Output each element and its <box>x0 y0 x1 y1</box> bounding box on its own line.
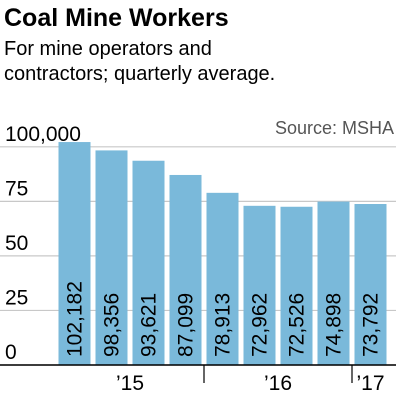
y-tick-label: 25 <box>5 286 28 309</box>
x-group-label: ’15 <box>116 372 144 395</box>
bar <box>317 201 350 365</box>
value-label: 93,621 <box>138 293 161 357</box>
bar <box>169 174 202 365</box>
x-group-label: ’17 <box>356 372 384 395</box>
x-group-label: ’16 <box>264 372 292 395</box>
bar <box>58 142 91 365</box>
bar <box>354 203 387 365</box>
bar <box>206 192 239 365</box>
value-label: 72,962 <box>249 293 272 357</box>
bar <box>280 206 313 365</box>
bar <box>132 160 165 365</box>
source-note: Source: MSHA <box>275 118 394 138</box>
y-tick-label: 0 <box>5 341 17 364</box>
bar <box>95 150 128 365</box>
y-tick-label: 50 <box>5 232 28 255</box>
value-label: 74,898 <box>323 293 346 357</box>
chart-subtitle: contractors; quarterly average. <box>4 63 275 85</box>
y-tick-label: 75 <box>5 177 28 200</box>
value-label: 73,792 <box>360 293 383 357</box>
value-label: 87,099 <box>175 293 198 357</box>
y-tick-label: 100,000 <box>5 123 81 146</box>
value-label: 102,182 <box>64 281 87 357</box>
value-label: 98,356 <box>101 293 124 357</box>
value-label: 78,913 <box>212 293 235 357</box>
chart-subtitle: For mine operators and <box>4 38 212 60</box>
bar <box>243 205 276 365</box>
value-label: 72,526 <box>286 293 309 357</box>
chart-title: Coal Mine Workers <box>4 4 229 32</box>
